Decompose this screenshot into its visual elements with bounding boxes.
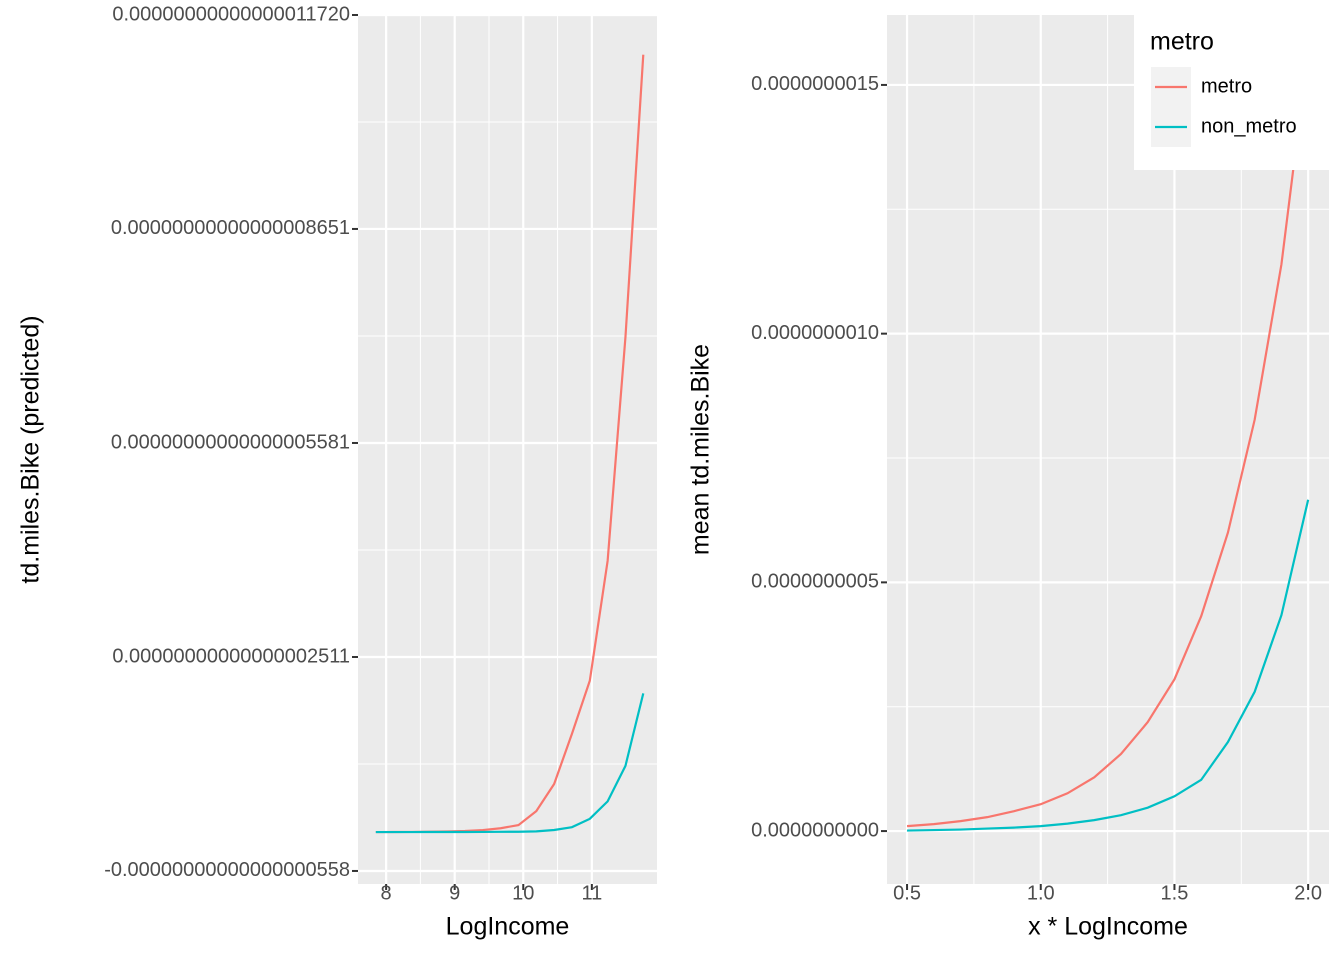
x-axis-title: LogIncome bbox=[446, 913, 570, 941]
x-tick-label: 2.0 bbox=[1294, 882, 1322, 904]
y-tick-label: 0.0000000010 bbox=[751, 322, 879, 344]
y-tick-label: 0.00000000000000002511 bbox=[112, 645, 350, 667]
x-tick-label: 9 bbox=[449, 882, 460, 904]
line bbox=[907, 499, 1310, 832]
y-tick-label: 0.0000000005 bbox=[751, 571, 879, 593]
y-axis-title: mean td.miles.Bike bbox=[687, 344, 715, 555]
y-axis-title: td.miles.Bike (predicted) bbox=[17, 315, 45, 583]
plot-background bbox=[358, 15, 657, 884]
x-tick-label: 0.5 bbox=[893, 882, 921, 904]
y-tick-label: 0.00000000000000008651 bbox=[111, 217, 350, 239]
x-tick-label: 11 bbox=[581, 882, 602, 904]
legend-label: metro bbox=[1201, 75, 1252, 97]
line bbox=[906, 49, 1310, 828]
y-tick-label: 0.0000000015 bbox=[751, 73, 879, 95]
y-tick-label: 0.0000000000 bbox=[751, 819, 879, 841]
y-tick-label: 0.00000000000000005581 bbox=[111, 431, 350, 453]
legend-label: non_metro bbox=[1201, 115, 1297, 137]
x-tick-label: 1.5 bbox=[1161, 882, 1189, 904]
legend-title: metro bbox=[1150, 28, 1214, 56]
x-tick-label: 10 bbox=[512, 882, 534, 904]
x-tick-label: 1.0 bbox=[1027, 882, 1055, 904]
x-axis-title: x * LogIncome bbox=[1028, 913, 1188, 941]
y-tick-label: 0.00000000000000011720 bbox=[112, 3, 350, 25]
x-tick-label: 8 bbox=[381, 882, 392, 904]
line bbox=[375, 693, 645, 834]
y-tick-label: -0.00000000000000000558 bbox=[104, 859, 350, 881]
